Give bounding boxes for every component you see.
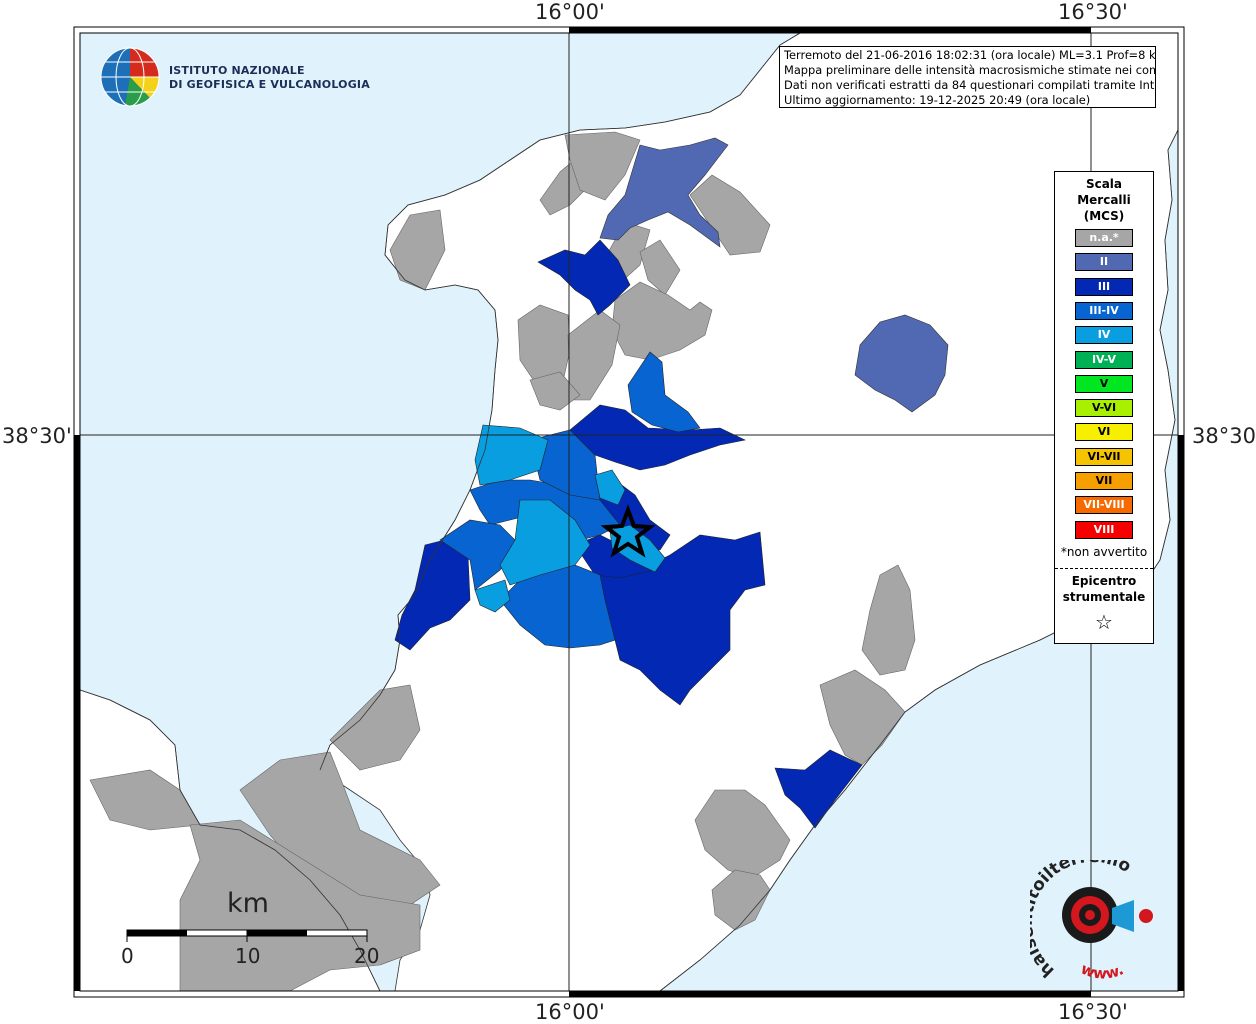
legend-swatch: n.a.* <box>1075 229 1133 247</box>
area-intensity-ii <box>599 137 729 248</box>
coord-top-left: 16°00' <box>535 0 605 24</box>
ingv-logo-globe <box>100 47 160 107</box>
legend-epicenter-label: strumentale <box>1062 590 1146 604</box>
coord-bottom-left: 16°00' <box>535 1000 605 1024</box>
info-line: Terremoto del 21-06-2016 18:02:31 (ora l… <box>784 48 1156 62</box>
area-na <box>389 209 446 291</box>
scale-bar <box>126 929 368 942</box>
legend-title-line: Mercalli <box>1077 193 1131 207</box>
info-line: Mappa preliminare delle intensità macros… <box>784 63 1156 77</box>
legend-swatch: VII <box>1075 472 1133 490</box>
ingv-logo-line2: DI GEOFISICA E VULCANOLOGIA <box>169 78 370 91</box>
legend-swatch: VI-VII <box>1075 447 1133 466</box>
area-intensity-iii-iv <box>627 351 701 433</box>
area-intensity-iv <box>474 579 511 613</box>
legend-swatch: VII-VIII <box>1075 496 1133 515</box>
legend-title-line: Scala <box>1085 177 1123 191</box>
legend-star-icon: ☆ <box>1095 610 1113 634</box>
area-intensity-iii <box>599 531 766 706</box>
legend-swatch: V <box>1075 374 1133 393</box>
area-na <box>611 281 713 361</box>
coord-left-lat: 38°30' <box>2 424 72 448</box>
scale-tick-label: 20 <box>354 944 380 968</box>
area-na <box>711 869 771 931</box>
area-na <box>529 371 581 411</box>
area-intensity-iv <box>474 424 549 486</box>
legend-note: *non avvertito <box>1060 545 1148 559</box>
area-intensity-ii <box>854 314 949 413</box>
svg-text:www.: www. <box>1078 959 1126 980</box>
mercalli-legend: Scala Mercalli (MCS) n.a.* II III III-IV IV I… <box>1054 171 1154 644</box>
legend-title-line: (MCS) <box>1083 209 1125 223</box>
area-na <box>639 239 681 296</box>
area-na <box>694 789 791 879</box>
coastline <box>80 689 381 991</box>
coord-bottom-right: 16°30' <box>1058 1000 1128 1024</box>
area-intensity-iii <box>569 404 746 471</box>
epicenter-star <box>600 504 656 558</box>
area-na <box>819 669 906 766</box>
legend-divider <box>1055 568 1153 569</box>
scale-tick-label: 0 <box>121 944 134 968</box>
info-line: Dati non verificati estratti da 84 quest… <box>784 78 1156 92</box>
legend-swatch: VI <box>1075 423 1133 442</box>
area-intensity-iii <box>537 239 631 316</box>
legend-swatch: II <box>1075 253 1133 272</box>
area-intensity-iii-iv <box>529 429 601 501</box>
area-na <box>564 131 641 201</box>
legend-swatch: III <box>1075 277 1133 296</box>
legend-epicenter-label: Epicentro <box>1071 574 1137 588</box>
map-frame <box>73 26 1185 998</box>
coord-top-right: 16°30' <box>1058 0 1128 24</box>
area-na <box>179 819 421 991</box>
ingv-logo-line1: ISTITUTO NAZIONALE <box>169 64 305 77</box>
legend-swatch: VIII <box>1075 520 1133 539</box>
coastline <box>319 33 801 771</box>
legend-swatch: V-VI <box>1075 399 1133 418</box>
legend-swatch: III-IV <box>1075 301 1133 320</box>
earthquake-info-box: Terremoto del 21-06-2016 18:02:31 (ora l… <box>779 46 1156 108</box>
scale-unit: km <box>227 888 269 919</box>
area-intensity-iv <box>594 469 626 506</box>
legend-swatch: IV-V <box>1075 350 1133 369</box>
coord-right-lat: 38°30' <box>1192 424 1256 448</box>
area-intensity-iii <box>774 749 863 829</box>
area-intensity-iv <box>499 499 591 586</box>
area-na <box>861 564 916 676</box>
hsi-logo-www: www. <box>1078 959 1126 980</box>
area-na <box>329 684 421 771</box>
scale-tick-label: 10 <box>235 944 261 968</box>
hsi-logo: haisentitoilterremoto.it www. <box>1030 860 1153 980</box>
legend-swatch: IV <box>1075 326 1133 345</box>
info-line: Ultimo aggiornamento: 19-12-2025 20:49 (… <box>784 93 1091 107</box>
